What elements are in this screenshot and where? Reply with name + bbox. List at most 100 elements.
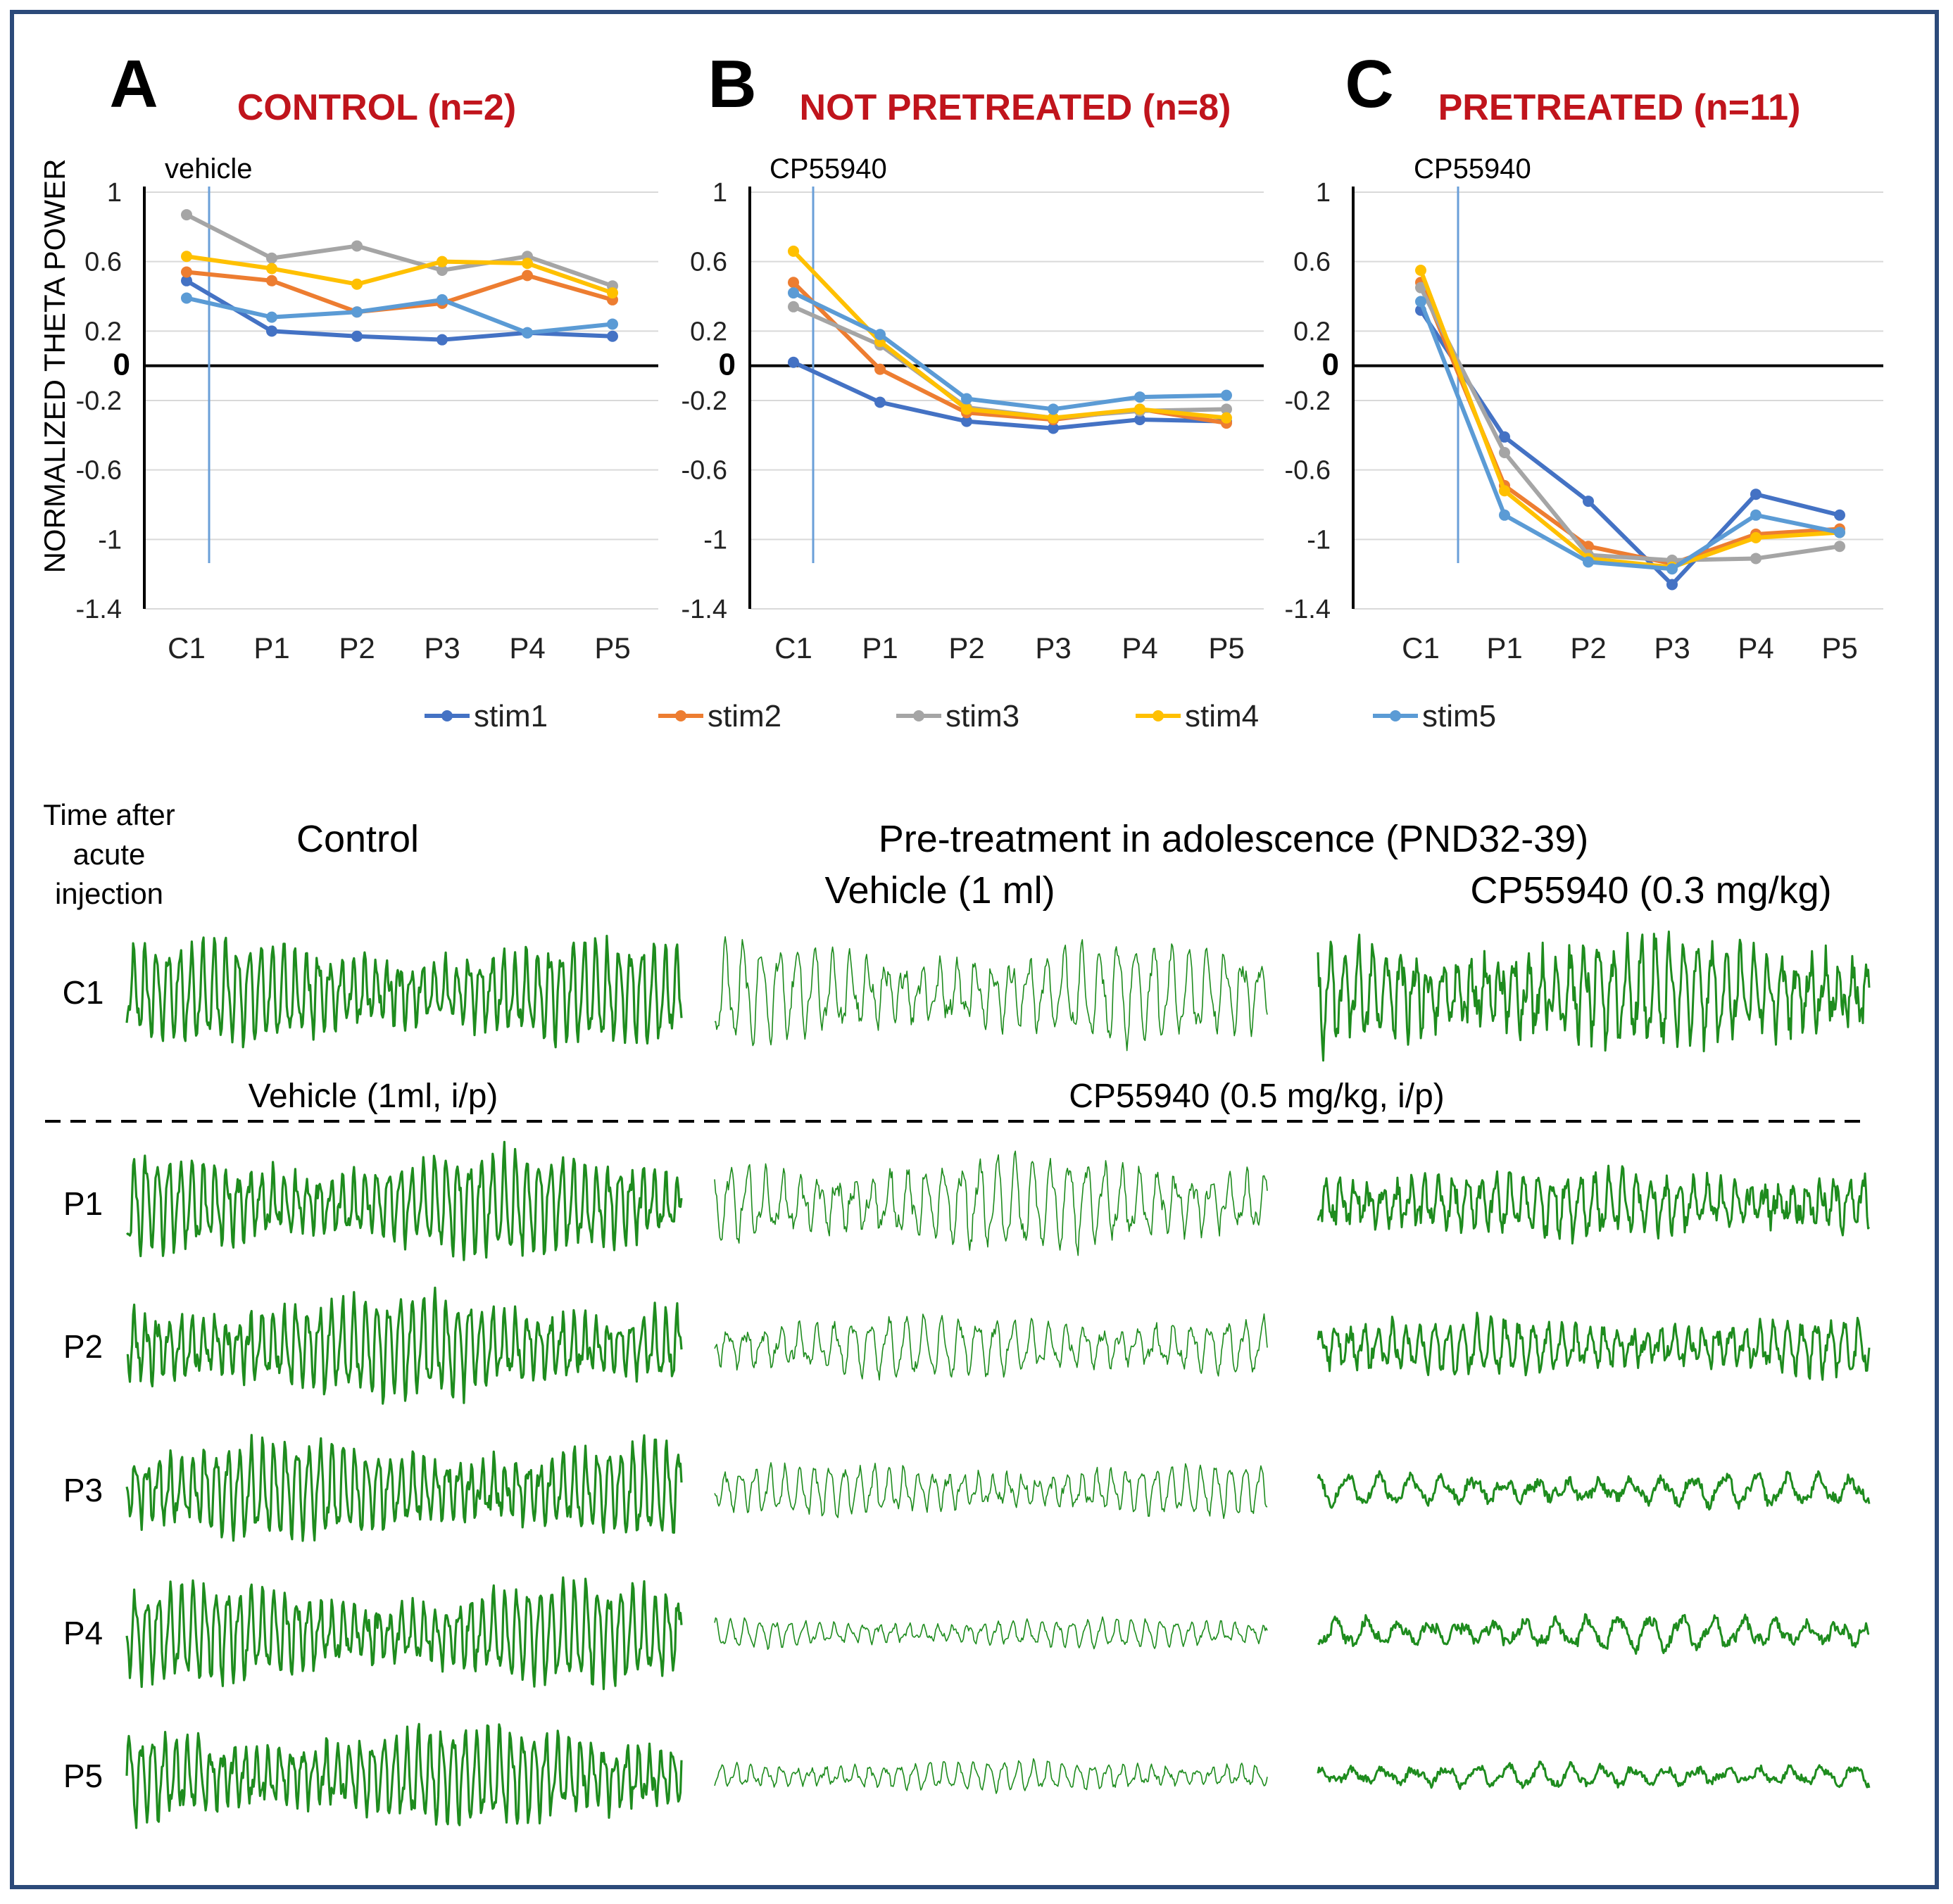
data-point-stim4 <box>607 287 618 299</box>
chart-legend: stim1 stim2 stim3 stim4 stim5 <box>425 699 1496 733</box>
y-tick-label: -0.6 <box>682 456 727 486</box>
data-point-stim3 <box>1499 447 1510 458</box>
series-line-stim3 <box>1419 286 1840 562</box>
legend-item-stim5: stim5 <box>1373 699 1496 733</box>
time-header-line-2: acute <box>73 838 146 871</box>
data-point-stim5 <box>266 311 277 323</box>
data-point-stim1 <box>1134 414 1145 426</box>
y-tick-label: -0.2 <box>1285 386 1331 416</box>
panel-letter: A <box>109 46 158 122</box>
time-header-line-3: injection <box>55 877 163 910</box>
row-label-p5: P5 <box>63 1758 103 1794</box>
y-tick-label: -1.4 <box>682 595 727 624</box>
series-line-stim4 <box>1419 269 1840 569</box>
data-point-stim3 <box>351 240 363 252</box>
data-point-stim1 <box>961 415 972 427</box>
data-point-stim5 <box>1834 527 1845 538</box>
data-point-stim4 <box>788 245 799 257</box>
eeg-trace-p1-col3 <box>1317 1164 1871 1245</box>
series-line-stim5 <box>1419 301 1840 572</box>
eeg-trace-p4-col2 <box>714 1616 1268 1650</box>
eeg-trace-c1-col3 <box>1317 931 1871 1062</box>
data-point-stim1 <box>181 275 192 286</box>
eeg-trace-p4-col1 <box>125 1576 683 1691</box>
x-tick-label: P1 <box>862 631 898 664</box>
panel-title: NOT PRETREATED (n=8) <box>800 87 1231 128</box>
eeg-trace-p1-col2 <box>714 1150 1268 1256</box>
panel-letter: C <box>1345 46 1393 122</box>
row-label-p4: P4 <box>63 1615 103 1651</box>
row-label-p2: P2 <box>63 1328 103 1365</box>
row-label-p1: P1 <box>63 1185 103 1222</box>
series-line-stim5 <box>186 296 613 335</box>
eeg-trace-p4-col3 <box>1317 1613 1870 1655</box>
cp55940-column-title: CP55940 (0.3 mg/kg) <box>1470 869 1831 912</box>
legend-item-stim4: stim4 <box>1136 699 1259 733</box>
x-tick-label: P2 <box>1570 631 1606 664</box>
row-label-p3: P3 <box>63 1472 103 1508</box>
legend-swatch-dot <box>1153 710 1164 721</box>
legend-label: stim4 <box>1185 699 1259 733</box>
treatment-marker-label: vehicle <box>165 153 253 184</box>
data-point-stim5 <box>961 393 972 405</box>
data-point-stim5 <box>1221 389 1232 401</box>
y-tick-label: -0.2 <box>682 386 727 416</box>
data-point-stim5 <box>181 292 192 304</box>
eeg-trace-p2-col1 <box>126 1286 683 1405</box>
data-point-stim5 <box>607 318 618 330</box>
data-point-stim1 <box>266 325 277 337</box>
data-point-stim1 <box>1666 579 1678 591</box>
y-tick-label: -1.4 <box>76 595 122 624</box>
x-tick-label: P3 <box>1654 631 1690 664</box>
data-point-stim4 <box>1134 403 1145 415</box>
data-point-stim4 <box>1221 412 1232 424</box>
row-label-c1: C1 <box>63 974 104 1011</box>
y-tick-label: 0 <box>1322 348 1339 382</box>
eeg-trace-p2-col2 <box>714 1313 1268 1381</box>
x-tick-label: P3 <box>1035 631 1071 664</box>
chart-panel-a: A CONTROL (n=2) 1 0.6 0.20 -0.2 -0.6 -1 -1.4 vehi… <box>76 46 658 664</box>
control-column-title: Control <box>296 818 419 860</box>
x-tick-label: P5 <box>1821 631 1857 664</box>
x-tick-label: P1 <box>253 631 289 664</box>
data-point-stim3 <box>1415 282 1426 294</box>
data-point-stim4 <box>1048 412 1059 424</box>
series-line-stim1 <box>1419 309 1840 587</box>
legend-label: stim5 <box>1422 699 1496 733</box>
legend-item-stim2: stim2 <box>658 699 781 733</box>
eeg-trace-p2-col3 <box>1317 1311 1871 1381</box>
data-point-stim3 <box>437 265 448 276</box>
trace-row-labels: C1 P1 P2 P3 P4 P5 <box>63 974 104 1794</box>
legend-item-stim3: stim3 <box>896 699 1019 733</box>
y-tick-label: 0.6 <box>1293 248 1331 277</box>
data-point-stim2 <box>266 275 277 286</box>
data-point-stim5 <box>437 294 448 305</box>
x-tick-label: P2 <box>948 631 984 664</box>
data-point-stim1 <box>874 396 886 408</box>
x-tick-label: P4 <box>1122 631 1157 664</box>
data-point-stim4 <box>266 263 277 275</box>
y-tick-label: 1 <box>712 178 727 208</box>
data-point-stim2 <box>181 266 192 278</box>
y-tick-label: 0.2 <box>690 317 727 346</box>
eeg-trace-p5-col3 <box>1317 1760 1871 1790</box>
eeg-trace-c1-col1 <box>125 935 683 1049</box>
y-tick-label: 0.2 <box>1293 317 1331 346</box>
y-tick-label: 0.6 <box>84 248 122 277</box>
x-tick-label: P4 <box>509 631 545 664</box>
data-point-stim5 <box>1134 391 1145 403</box>
data-point-stim5 <box>874 329 886 341</box>
panel-title: PRETREATED (n=11) <box>1438 87 1801 128</box>
data-point-stim4 <box>1750 531 1762 543</box>
vehicle-column-title: Vehicle (1 ml) <box>824 869 1055 912</box>
data-point-stim5 <box>522 327 533 339</box>
data-point-stim1 <box>437 334 448 346</box>
y-tick-label: -0.2 <box>76 386 122 416</box>
x-tick-label: P5 <box>1208 631 1244 664</box>
data-point-stim3 <box>1834 541 1845 553</box>
y-tick-label: -1 <box>1307 525 1331 555</box>
series-line-stim1 <box>792 360 1227 431</box>
data-point-stim5 <box>1048 403 1059 415</box>
data-point-stim5 <box>1583 556 1594 568</box>
